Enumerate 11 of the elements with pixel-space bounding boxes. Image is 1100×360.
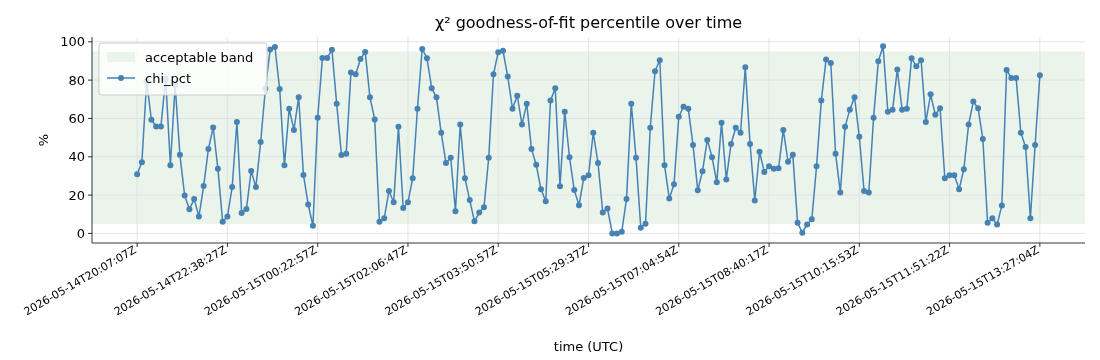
band-label: acceptable band <box>145 50 254 65</box>
y-tick-label: 40 <box>68 149 85 165</box>
legend-label: chi_pct <box>145 71 191 86</box>
y-tick-label: 0 <box>76 225 85 241</box>
y-tick-label: 80 <box>68 72 85 88</box>
x-axis-title: time (UTC) <box>553 339 624 354</box>
y-tick-label: 100 <box>60 34 85 50</box>
y-tick-label: 60 <box>68 110 85 126</box>
y-tick-label: 20 <box>68 187 85 203</box>
chart-title: χ² goodness-of-fit percentile over time <box>434 13 743 32</box>
y-axis-title: % <box>36 133 51 147</box>
